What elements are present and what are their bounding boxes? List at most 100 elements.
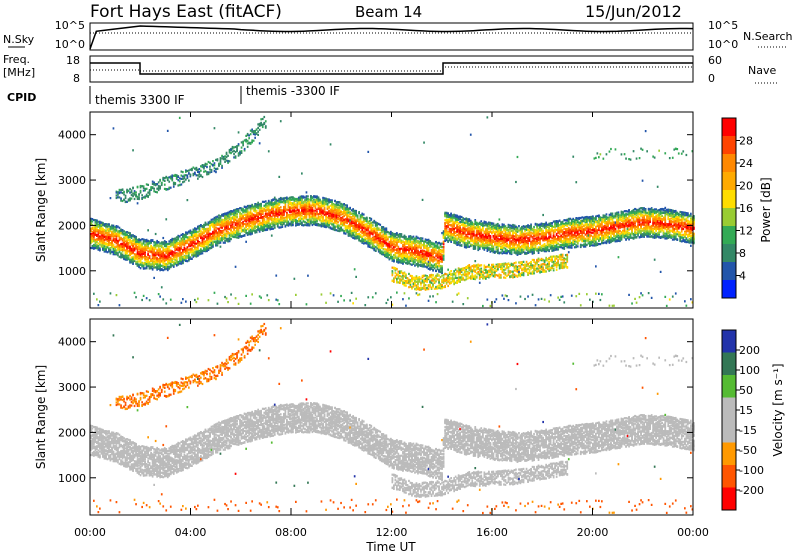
power-cell: [304, 200, 306, 203]
power-cell: [209, 232, 211, 235]
power-cell: [175, 248, 178, 251]
power-cell: [261, 117, 264, 121]
power-cell: [166, 257, 169, 260]
power-cell: [293, 207, 296, 210]
power-cell: [153, 249, 155, 252]
power-cell: [331, 223, 333, 226]
power-cell: [365, 232, 368, 235]
power-cell: [276, 218, 279, 221]
power-cell: [144, 267, 146, 270]
power-cell: [174, 258, 177, 262]
power-cell: [168, 180, 171, 183]
power-cell: [157, 259, 160, 262]
power-cell: [151, 180, 154, 183]
power-cell: [319, 211, 321, 215]
power-cell: [352, 220, 354, 223]
power-cell: [136, 256, 139, 259]
power-cell: [178, 248, 181, 251]
power-cell: [290, 210, 293, 213]
power-cell: [347, 208, 350, 211]
power-cell: [257, 220, 259, 223]
power-cell: [251, 232, 253, 235]
power-cell: [145, 263, 148, 266]
power-cell: [286, 208, 288, 211]
power-cell: [154, 232, 157, 236]
power-cell: [230, 232, 232, 235]
power-cell: [283, 201, 285, 204]
power-cell: [132, 195, 134, 198]
power-cell: [240, 229, 243, 232]
power-cell: [266, 202, 269, 205]
power-cell: [160, 251, 163, 254]
power-cell: [334, 209, 336, 212]
power-cell: [150, 246, 152, 249]
power-cell: [225, 156, 228, 159]
power-cell: [99, 228, 101, 232]
power-cell: [209, 237, 211, 240]
power-cell: [156, 253, 158, 256]
power-cell: [195, 174, 198, 177]
power-cell: [159, 265, 161, 268]
power-cell: [103, 241, 106, 244]
power-cell: [313, 201, 315, 204]
power-cell: [115, 253, 118, 256]
power-cell: [144, 254, 146, 257]
power-cell: [133, 191, 136, 195]
power-cell: [215, 229, 217, 232]
power-cell: [120, 191, 122, 194]
power-cell: [222, 234, 225, 237]
power-cell: [195, 166, 198, 169]
power-cell: [319, 219, 321, 222]
power-cell: [117, 244, 119, 247]
power-cell: [198, 227, 201, 230]
power-cell: [258, 124, 261, 127]
power-cell: [96, 243, 98, 247]
power-cell: [111, 244, 113, 247]
power-cell: [139, 243, 142, 246]
power-cell: [94, 219, 97, 222]
power-cell: [144, 244, 146, 247]
power-cell: [361, 240, 364, 243]
power-cell: [325, 203, 327, 206]
power-cell: [91, 237, 94, 240]
power-cell: [255, 220, 258, 223]
power-cell: [353, 216, 356, 219]
power-cell: [215, 226, 217, 229]
power-cell: [249, 215, 252, 218]
power-cell: [96, 225, 98, 228]
power-cell: [157, 181, 160, 184]
power-cell: [305, 212, 308, 216]
power-cell: [221, 230, 223, 233]
cpid-label: CPID: [7, 91, 36, 104]
power-cell: [252, 215, 255, 218]
power-cell: [192, 241, 195, 244]
power-cell: [126, 235, 128, 239]
power-cell: [275, 274, 278, 277]
power-cell: [334, 228, 336, 231]
power-cell: [103, 229, 106, 232]
power-cell: [254, 226, 256, 230]
power-cell: [109, 292, 112, 295]
power-cell: [248, 206, 250, 209]
power-cell: [157, 258, 160, 261]
power-cell: [248, 142, 250, 145]
power-cell: [112, 235, 115, 238]
power-cell: [188, 243, 190, 246]
power-cell: [175, 238, 178, 241]
power-cell: [350, 209, 353, 212]
power-cell: [109, 225, 112, 228]
power-cell: [201, 164, 204, 167]
power-cell: [114, 248, 116, 251]
power-cell: [225, 222, 228, 226]
power-cell: [130, 243, 133, 246]
power-cell: [189, 241, 192, 244]
power-cell: [129, 187, 131, 191]
power-cell: [166, 188, 169, 191]
power-cell: [186, 256, 189, 259]
power-cell: [100, 245, 103, 248]
power-cell: [222, 237, 225, 241]
power-cell: [276, 207, 279, 210]
power-cell: [295, 209, 297, 212]
power-cell: [237, 226, 240, 229]
power-cell: [242, 141, 244, 144]
